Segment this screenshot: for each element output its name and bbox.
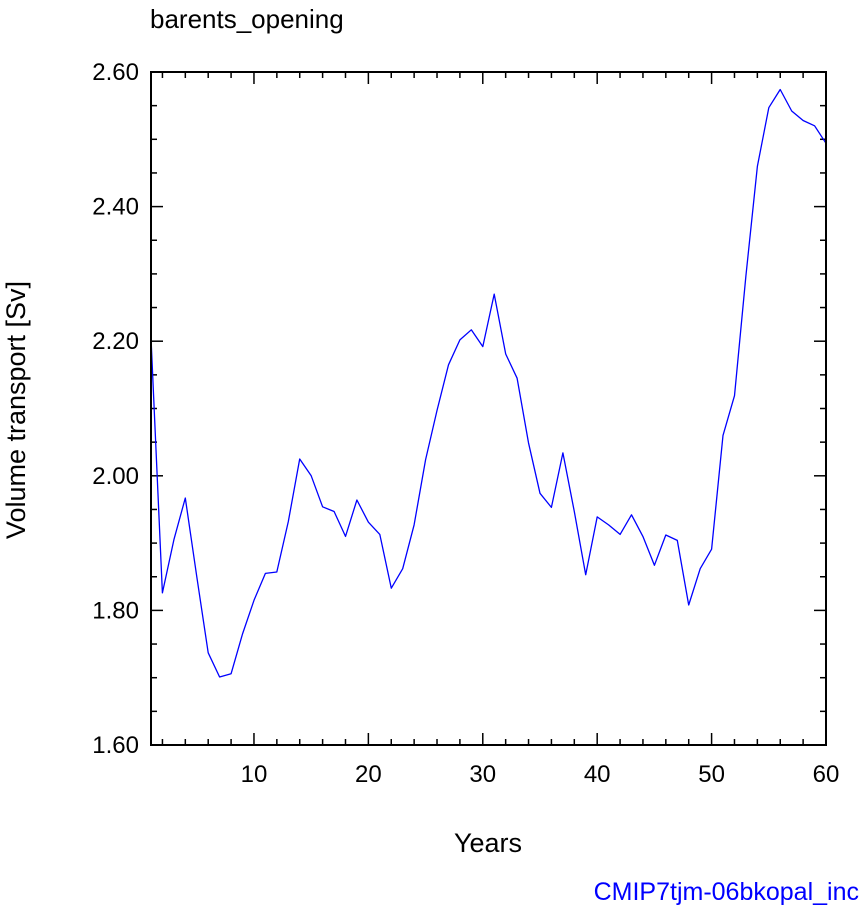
plot-frame bbox=[150, 71, 827, 746]
x-tick-label: 40 bbox=[584, 761, 611, 788]
y-axis-tick-labels: 1.60 1.80 2.00 2.20 2.40 2.60 bbox=[92, 59, 139, 759]
x-axis-ticks bbox=[161, 72, 827, 745]
x-tick-label: 20 bbox=[355, 761, 382, 788]
chart-title: barents_opening bbox=[150, 4, 344, 34]
x-tick-label: 30 bbox=[469, 761, 496, 788]
x-tick-label: 50 bbox=[698, 761, 725, 788]
x-tick-label: 60 bbox=[813, 761, 840, 788]
x-axis-label: Years bbox=[454, 828, 522, 858]
y-axis-ticks bbox=[151, 71, 826, 746]
y-axis-label: Volume transport [Sv] bbox=[1, 281, 31, 539]
y-tick-label: 2.20 bbox=[92, 328, 139, 355]
y-tick-label: 2.00 bbox=[92, 463, 139, 490]
y-tick-label: 2.60 bbox=[92, 59, 139, 86]
y-tick-label: 1.80 bbox=[92, 597, 139, 624]
y-tick-label: 1.60 bbox=[92, 732, 139, 759]
y-tick-label: 2.40 bbox=[92, 194, 139, 221]
run-id-label: CMIP7tjm-06bkopal_inc bbox=[594, 878, 859, 906]
series-line bbox=[150, 88, 827, 678]
x-axis-tick-labels: 10 20 30 40 50 60 bbox=[241, 761, 840, 788]
x-tick-label: 10 bbox=[241, 761, 268, 788]
